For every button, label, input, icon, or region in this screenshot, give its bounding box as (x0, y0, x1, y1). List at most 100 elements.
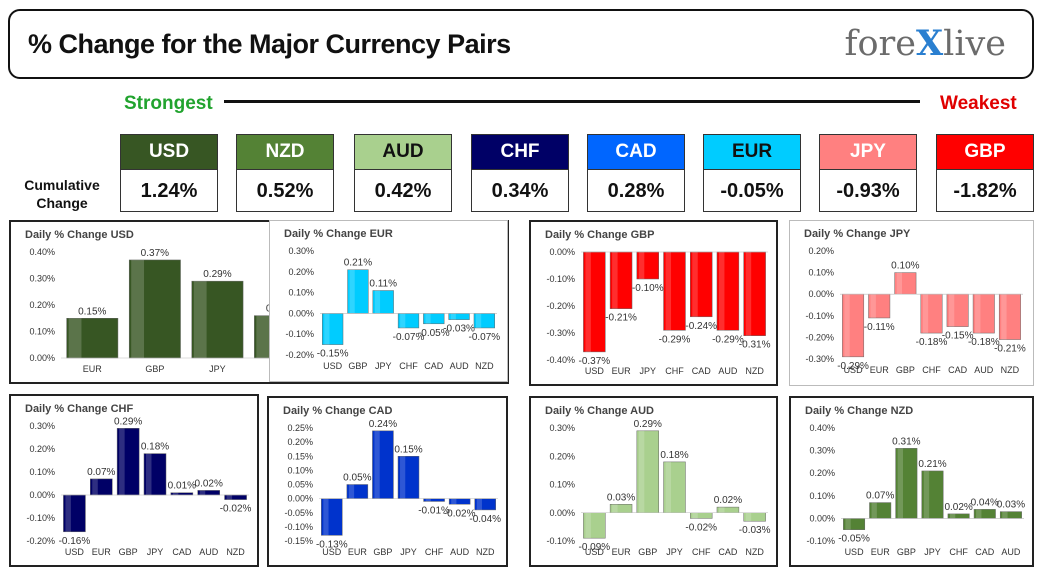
y-tick-label: -0.20% (546, 301, 575, 311)
data-label: 0.29% (634, 419, 662, 430)
currency-name: JPY (819, 134, 917, 170)
y-tick-label: 0.20% (809, 468, 835, 478)
y-tick-label: 0.20% (29, 444, 55, 454)
bar-shine (612, 252, 618, 309)
bar-shine (718, 252, 725, 331)
bar-shine (374, 430, 380, 499)
y-tick-label: -0.10% (805, 311, 834, 321)
x-tick-label: AUD (718, 366, 738, 376)
header-box: % Change for the Major Currency Pairs fo… (8, 9, 1034, 79)
chart-panel-gbp: Daily % Change GBP -0.40% -0.30% -0.20% -0.1… (529, 220, 778, 386)
data-label: -0.10% (632, 283, 664, 294)
bar-shine (845, 518, 851, 530)
x-tick-label: USD (845, 547, 865, 557)
chart-panel-nzd: Daily % Change NZD -0.10% 0.00% 0.10% 0.20% 0… (789, 396, 1034, 567)
bar-shine (348, 484, 355, 499)
bar-shine (585, 512, 591, 539)
cumulative-change-value: 0.42% (354, 170, 452, 212)
x-tick-label: USD (844, 365, 864, 375)
bar-chart-svg: Daily % Change CHF -0.20% -0.10% 0.00% 0.10%… (25, 403, 252, 557)
bar-shine (451, 498, 457, 505)
currency-box-nzd: NZD 0.52% (236, 134, 334, 214)
data-label: -0.18% (916, 337, 948, 348)
bar-shine (476, 498, 482, 510)
bar-shine (172, 492, 179, 495)
data-label: -0.01% (418, 505, 450, 516)
bar-shine (256, 315, 270, 358)
bar-gbp (128, 259, 181, 359)
x-tick-label: GBP (896, 365, 915, 375)
x-tick-label: NZD (476, 547, 495, 557)
data-label: 0.10% (891, 261, 919, 272)
y-tick-label: -0.10% (26, 513, 55, 523)
bar-shine (612, 504, 618, 513)
page-title: % Change for the Major Currency Pairs (28, 29, 511, 59)
bar-chart-svg: Daily % Change CAD -0.15% -0.10% -0.05% 0.00… (283, 405, 501, 557)
logo-x: X (915, 23, 944, 64)
currency-box-cad: CAD 0.28% (587, 134, 685, 214)
y-tick-label: -0.10% (546, 274, 575, 284)
data-label: 0.02% (714, 495, 742, 506)
bar-shine (692, 512, 698, 519)
x-tick-label: CAD (718, 547, 738, 557)
bar-shine (870, 294, 876, 318)
x-tick-label: EUR (612, 547, 632, 557)
weakest-label: Weakest (940, 93, 1017, 114)
bar-shine (65, 495, 71, 532)
x-tick-label: NZD (1001, 365, 1020, 375)
data-label: -0.16% (59, 536, 91, 547)
x-tick-label: USD (322, 547, 342, 557)
y-tick-label: 0.30% (809, 446, 835, 456)
bar-shine (871, 502, 877, 519)
chart-title: Daily % Change AUD (545, 405, 654, 417)
x-tick-label: CHF (399, 361, 418, 371)
x-tick-label: CHF (922, 365, 941, 375)
x-tick-label: AUD (199, 547, 219, 557)
data-label: -0.29% (837, 361, 869, 372)
y-tick-label: 0.10% (549, 480, 575, 490)
bar-chart-svg: Daily % Change NZD -0.10% 0.00% 0.10% 0.20% 0… (805, 405, 1025, 557)
x-tick-label: JPY (666, 547, 683, 557)
bar-shine (585, 252, 591, 352)
x-tick-label: JPY (209, 364, 226, 374)
y-tick-label: 0.40% (809, 423, 835, 433)
chart-panel-chf: Daily % Change CHF -0.20% -0.10% 0.00% 0.10%… (9, 394, 259, 567)
data-label: -0.37% (579, 356, 611, 367)
x-tick-label: CAD (172, 547, 192, 557)
data-label: -0.02% (220, 504, 252, 515)
data-label: 0.07% (87, 467, 115, 478)
data-label: -0.15% (317, 349, 349, 360)
y-tick-label: -0.30% (805, 354, 834, 364)
data-label: 0.18% (660, 450, 688, 461)
data-label: -0.03% (443, 324, 475, 335)
bar-shine (923, 470, 930, 519)
bar-shine (425, 498, 431, 502)
y-tick-label: -0.20% (26, 536, 55, 546)
bar-shine (1001, 294, 1007, 340)
bar-shine (374, 290, 381, 314)
bar-shine (92, 478, 98, 495)
bar-shine (324, 313, 330, 345)
y-tick-label: 0.00% (29, 353, 55, 363)
bar-shine (976, 509, 982, 519)
x-tick-label: AUD (1001, 547, 1021, 557)
y-tick-label: 0.00% (549, 247, 575, 257)
currency-name: EUR (703, 134, 801, 170)
data-label: 0.03% (607, 492, 635, 503)
x-tick-label: GBP (348, 361, 367, 371)
x-tick-label: USD (585, 366, 605, 376)
currency-box-eur: EUR -0.05% (703, 134, 801, 214)
data-label: 0.01% (168, 481, 196, 492)
data-label: 0.04% (971, 497, 999, 508)
bar-shine (193, 281, 207, 358)
x-tick-label: JPY (375, 361, 392, 371)
cumulative-label-line2: Change (36, 195, 88, 211)
currency-name: CAD (587, 134, 685, 170)
currency-name: AUD (354, 134, 452, 170)
data-label: -0.29% (712, 334, 744, 345)
y-tick-label: -0.30% (546, 328, 575, 338)
y-tick-label: 0.10% (29, 467, 55, 477)
chart-title: Daily % Change USD (25, 229, 134, 241)
data-label: 0.29% (203, 269, 231, 280)
chart-panel-eur: Daily % Change EUR -0.20% -0.10% 0.00% 0.10%… (269, 220, 508, 382)
